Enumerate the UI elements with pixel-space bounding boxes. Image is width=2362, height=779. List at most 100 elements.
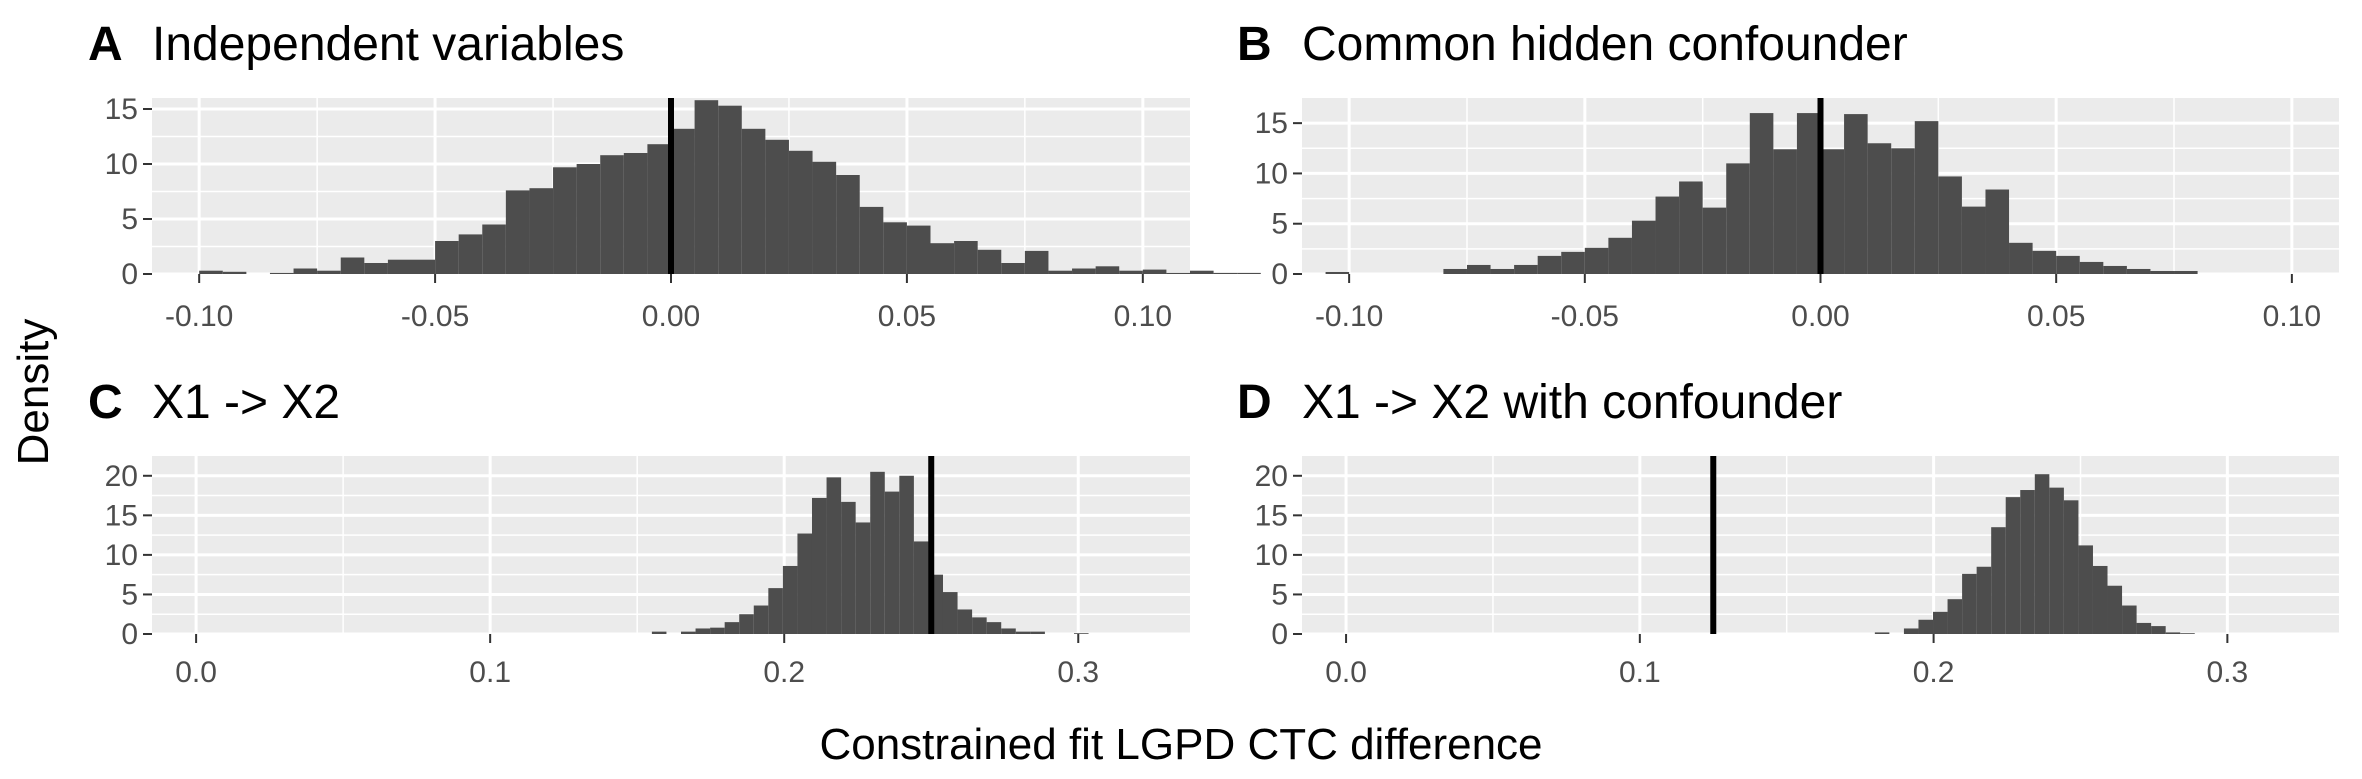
histogram-bar	[199, 270, 223, 274]
y-tick-label: 5	[121, 578, 138, 611]
histogram-bar	[1142, 269, 1167, 274]
panel-title: X1 -> X2	[152, 376, 340, 429]
histogram-bar	[411, 259, 436, 274]
histogram-bar	[859, 206, 884, 274]
x-tick-label: 0.2	[763, 656, 805, 689]
x-tick-label: 0.05	[878, 300, 936, 333]
histogram-bar	[2107, 585, 2123, 634]
x-tick-label: 0.00	[1791, 300, 1849, 333]
x-tick-label: -0.10	[165, 300, 233, 333]
histogram-bar	[647, 144, 671, 274]
histogram-bar	[1796, 113, 1821, 274]
histogram-bar	[1073, 633, 1089, 634]
histogram-bar	[1655, 196, 1680, 274]
x-tick-label: 0.3	[2207, 656, 2249, 689]
histogram-bar	[1190, 270, 1214, 274]
histogram-bar	[269, 272, 294, 274]
histogram-bar	[811, 497, 827, 634]
histogram-bar	[482, 224, 506, 274]
histogram-bar	[553, 167, 577, 274]
histogram-bar	[1976, 566, 1992, 634]
histogram-bar	[576, 164, 601, 274]
histogram-bar	[1584, 247, 1609, 274]
histogram-bar	[1030, 631, 1045, 634]
histogram-bar	[1726, 163, 1750, 274]
histogram-bar	[1903, 628, 1919, 634]
y-tick-label: 20	[1255, 460, 1288, 493]
y-tick-label: 0	[121, 258, 138, 291]
histogram-bar	[2165, 632, 2181, 634]
histogram-bar	[718, 105, 742, 274]
histogram-bar	[870, 471, 885, 634]
histogram-bar	[222, 271, 247, 274]
panel-c: 0.0 0.1 0.2 0.3 0 5 10 15 20 C X1 -> X2	[88, 376, 1190, 689]
histogram-bar	[1961, 206, 1986, 274]
histogram-bar	[364, 263, 388, 274]
panel-background	[1302, 456, 2339, 634]
histogram-bar	[841, 501, 856, 634]
panel-background	[152, 456, 1190, 634]
histogram-bar	[1443, 268, 1467, 274]
histogram-bar	[458, 234, 483, 274]
histogram-bar	[972, 617, 987, 634]
histogram-bar	[883, 222, 907, 274]
y-tick-label: 5	[1271, 578, 1288, 611]
histogram-bar	[724, 622, 740, 634]
histogram-bar	[1867, 143, 1892, 274]
histogram-bar	[651, 631, 667, 634]
histogram-bar	[797, 533, 812, 634]
x-tick-label: 0.10	[1114, 300, 1172, 333]
panel-letter: A	[88, 18, 123, 71]
histogram-bar	[1561, 251, 1585, 274]
histogram-bar	[768, 588, 783, 634]
histogram-bar	[2032, 250, 2057, 274]
histogram-bar	[986, 622, 1002, 634]
histogram-bar	[2126, 268, 2151, 274]
histogram-bar	[1015, 631, 1031, 634]
histogram-bar	[2180, 633, 2195, 634]
histogram-bar	[623, 153, 648, 274]
histogram-bar	[2174, 270, 2198, 274]
histogram-bar	[2103, 265, 2127, 274]
histogram-bar	[1166, 272, 1190, 274]
y-tick-label: 10	[105, 148, 138, 181]
histogram-bar	[1631, 220, 1656, 274]
histogram-bar	[884, 491, 900, 634]
x-tick-label: 0.2	[1913, 656, 1955, 689]
histogram-bar	[855, 522, 871, 634]
histogram-bar	[1325, 271, 1350, 274]
histogram-bar	[1702, 207, 1727, 274]
histogram-bar	[1001, 263, 1025, 274]
histogram-bar	[1213, 272, 1238, 274]
histogram-bar	[1608, 237, 1632, 274]
y-axis-title: Density	[9, 318, 58, 466]
panel-letter: B	[1237, 18, 1272, 71]
histogram-bar	[1679, 181, 1703, 274]
histogram-bar	[1466, 264, 1491, 274]
x-tick-label: 0.10	[2263, 300, 2321, 333]
y-tick-label: 10	[1255, 157, 1288, 190]
histogram-bar	[671, 128, 695, 274]
histogram-bar	[1048, 270, 1073, 274]
histogram-bar	[1938, 176, 1962, 274]
x-tick-label: 0.00	[642, 300, 700, 333]
histogram-bar	[788, 150, 813, 274]
histogram-bar	[1991, 527, 2006, 634]
y-tick-label: 5	[121, 203, 138, 236]
histogram-bar	[2034, 474, 2050, 634]
histogram-bar	[2009, 242, 2033, 274]
histogram-bar	[317, 270, 341, 274]
panel-title: Common hidden confounder	[1302, 18, 1908, 71]
histogram-bar	[2056, 255, 2080, 274]
histogram-bar	[782, 565, 798, 634]
histogram-bar	[1962, 573, 1977, 634]
histogram-bar	[340, 257, 365, 274]
histogram-bar	[505, 190, 530, 274]
histogram-bar	[387, 259, 412, 274]
y-tick-label: 15	[1255, 107, 1288, 140]
histogram-bar	[600, 155, 624, 274]
histogram-bar	[942, 592, 958, 634]
histogram-bar	[1024, 250, 1049, 274]
histogram-bar	[1119, 270, 1143, 274]
y-tick-label: 20	[105, 460, 138, 493]
